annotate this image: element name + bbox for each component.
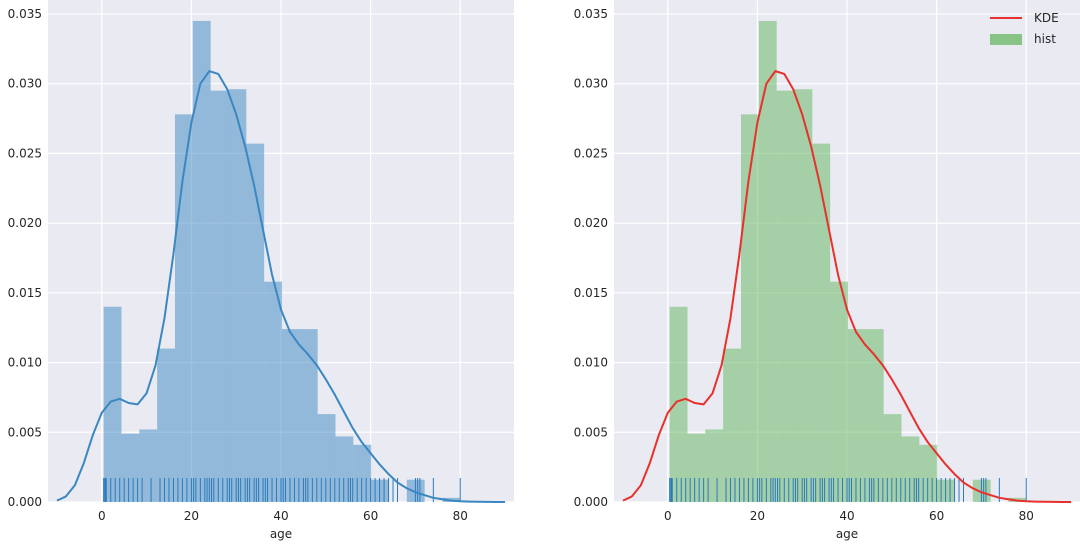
- hist-bar: [299, 329, 318, 502]
- hist-bar: [865, 329, 884, 502]
- hist-bar: [121, 433, 140, 502]
- x-tick-label: 40: [839, 509, 854, 523]
- hist-bar: [776, 90, 795, 502]
- y-tick-label: 0.015: [8, 286, 42, 300]
- hist-bar: [687, 433, 706, 502]
- x-axis-label: age: [270, 527, 292, 541]
- x-tick-label: 40: [273, 509, 288, 523]
- y-tick-label: 0.030: [574, 77, 608, 91]
- hist-bar: [812, 143, 831, 502]
- hist-bar: [139, 429, 158, 502]
- x-tick-label: 0: [664, 509, 672, 523]
- hist-bar: [919, 444, 938, 502]
- hist-bar: [192, 20, 211, 503]
- y-tick-label: 0.010: [8, 356, 42, 370]
- y-tick-label: 0.000: [574, 495, 608, 509]
- y-tick-label: 0.020: [574, 216, 608, 230]
- kde-line: [622, 70, 1072, 503]
- y-tick-label: 0.035: [8, 7, 42, 21]
- y-tick-label: 0.005: [574, 425, 608, 439]
- hist-bar: [157, 348, 175, 502]
- hist-bar: [830, 281, 848, 502]
- x-tick-label: 20: [750, 509, 765, 523]
- hist-bar: [210, 90, 229, 502]
- y-tick-label: 0.005: [8, 425, 42, 439]
- y-tick-label: 0.025: [574, 146, 608, 160]
- legend-swatch-patch: [990, 34, 1022, 45]
- hist-bar: [883, 414, 902, 502]
- y-tick-label: 0.010: [574, 356, 608, 370]
- hist-bar: [847, 329, 866, 502]
- y-tick-label: 0.015: [574, 286, 608, 300]
- hist-bar: [353, 444, 372, 502]
- x-axis-label: age: [836, 527, 858, 541]
- y-tick-label: 0.020: [8, 216, 42, 230]
- hist-bar: [103, 306, 122, 502]
- x-tick-label: 60: [363, 509, 378, 523]
- hist-bar: [317, 414, 336, 502]
- hist-bar: [705, 429, 724, 502]
- x-tick-label: 20: [184, 509, 199, 523]
- hist-bar: [246, 143, 265, 502]
- y-tick-label: 0.030: [8, 77, 42, 91]
- legend: KDE hist: [990, 11, 1059, 46]
- hist-bar: [758, 20, 777, 503]
- hist-bar: [723, 348, 741, 502]
- hist-bar: [794, 89, 813, 502]
- y-tick-label: 0.035: [574, 7, 608, 21]
- x-tick-label: 0: [98, 509, 106, 523]
- y-tick-label: 0.025: [8, 146, 42, 160]
- x-tick-label: 80: [1019, 509, 1034, 523]
- hist-bar: [901, 436, 920, 502]
- hist-bar: [281, 329, 300, 502]
- x-tick-label: 60: [929, 509, 944, 523]
- hist-bar: [669, 306, 688, 502]
- y-tick-label: 0.000: [8, 495, 42, 509]
- hist-bar: [264, 281, 282, 502]
- hist-bar: [335, 436, 354, 502]
- subplot-1: 0.000 0.005 0.010 0.015 0.020 0.025 0.030 0.035…: [8, 0, 514, 541]
- hist-bar: [228, 89, 247, 502]
- legend-label: KDE: [1034, 11, 1059, 25]
- subplot-2: 0.000 0.005 0.010 0.015 0.020 0.025 0.030 0.035…: [574, 0, 1080, 541]
- x-tick-label: 80: [453, 509, 468, 523]
- kde-line: [56, 70, 506, 503]
- legend-label: hist: [1034, 32, 1056, 46]
